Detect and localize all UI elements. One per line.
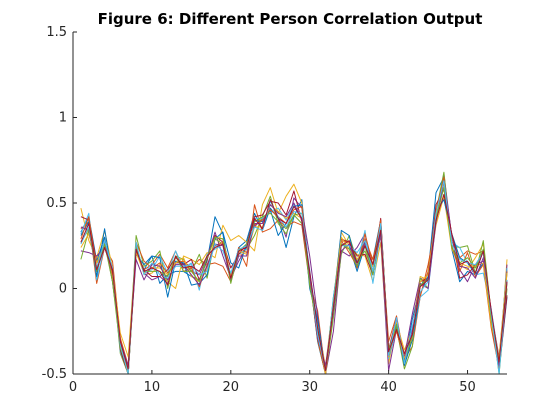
y-tick-label: 0 <box>59 282 67 297</box>
x-tick-label: 20 <box>223 380 240 395</box>
y-tick-label: -0.5 <box>42 367 67 382</box>
x-tick-label: 50 <box>459 380 476 395</box>
axes: 0 10 20 30 40 50-0.500.511.5 <box>42 25 507 395</box>
y-tick-label: 1.5 <box>46 25 67 40</box>
series-layer <box>80 171 508 375</box>
y-tick-label: 1 <box>59 111 67 126</box>
y-tick-label: 0.5 <box>46 196 67 211</box>
series-line-14 <box>80 193 508 372</box>
chart-title: Figure 6: Different Person Correlation O… <box>98 10 483 28</box>
series-line-8 <box>80 199 508 375</box>
x-tick-label: 0 <box>69 380 77 395</box>
x-tick-label: 40 <box>380 380 397 395</box>
series-line-13 <box>80 180 508 375</box>
series-line-7 <box>80 188 508 375</box>
x-tick-label: 10 <box>144 380 161 395</box>
x-tick-label: 30 <box>301 380 318 395</box>
